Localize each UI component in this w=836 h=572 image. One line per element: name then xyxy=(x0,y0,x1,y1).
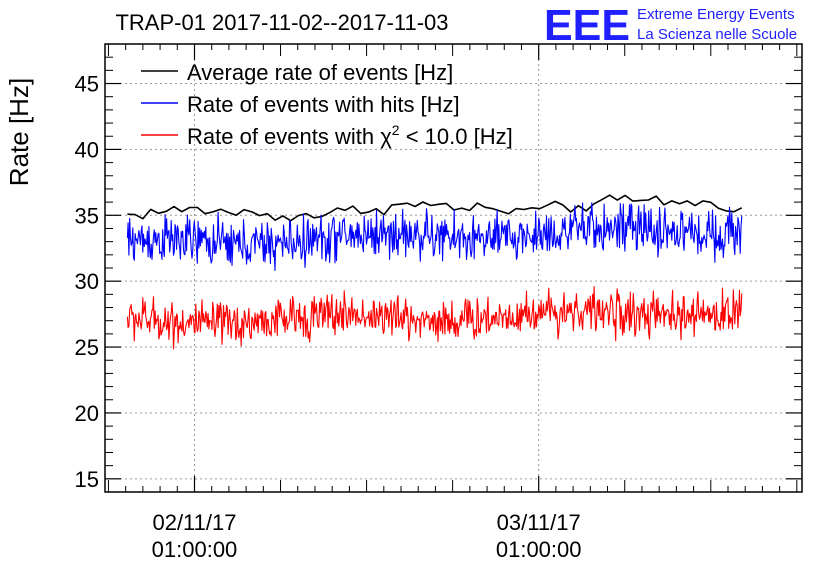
legend-chi2-prefix: Rate of events with xyxy=(187,124,380,149)
axes xyxy=(104,43,803,493)
y-tick-label: 15 xyxy=(75,467,99,492)
legend-label-hits: Rate of events with hits [Hz] xyxy=(187,92,460,117)
legend: Average rate of events [Hz] Rate of even… xyxy=(141,60,513,149)
eee-logo-line1: Extreme Energy Events xyxy=(637,6,795,23)
legend-label-average: Average rate of events [Hz] xyxy=(187,60,453,85)
eee-logo-mark: EEE xyxy=(544,1,630,50)
plot-frame xyxy=(104,43,803,493)
y-tick-label: 40 xyxy=(75,137,99,162)
legend-item-chi2: Rate of events with χ2 < 10.0 [Hz] xyxy=(141,122,513,149)
legend-chi2-suffix: < 10.0 [Hz] xyxy=(400,124,513,149)
y-tick-label: 35 xyxy=(75,203,99,228)
grid-lines xyxy=(105,44,802,492)
x-tick-label-time: 01:00:00 xyxy=(496,537,582,562)
legend-item-hits: Rate of events with hits [Hz] xyxy=(141,92,460,117)
legend-item-average: Average rate of events [Hz] xyxy=(141,60,453,85)
x-tick-label-date: 02/11/17 xyxy=(152,510,236,535)
legend-label-chi2: Rate of events with χ2 < 10.0 [Hz] xyxy=(187,122,513,149)
y-tick-labels: 15 20 25 30 35 40 45 xyxy=(75,72,99,492)
chart-title: TRAP-01 2017-11-02--2017-11-03 xyxy=(115,10,448,35)
series-line-average xyxy=(127,194,743,222)
y-axis-label: Rate [Hz] xyxy=(4,78,34,186)
y-tick-label: 45 xyxy=(75,72,99,97)
legend-chi2-superscript: 2 xyxy=(392,122,400,138)
y-tick-label: 25 xyxy=(75,335,99,360)
x-tick-label-date: 03/11/17 xyxy=(497,510,581,535)
series-layer xyxy=(126,194,743,350)
y-tick-label: 30 xyxy=(75,269,99,294)
eee-logo-line2: La Scienza nelle Scuole xyxy=(637,26,797,43)
y-tick-label: 20 xyxy=(75,401,99,426)
legend-chi2-symbol: χ xyxy=(380,124,392,149)
series-line-chi2 xyxy=(126,286,743,350)
series-line-hits xyxy=(126,202,743,272)
x-tick-label-time: 01:00:00 xyxy=(152,537,238,562)
eee-logo: EEE Extreme Energy Events La Scienza nel… xyxy=(544,1,797,50)
